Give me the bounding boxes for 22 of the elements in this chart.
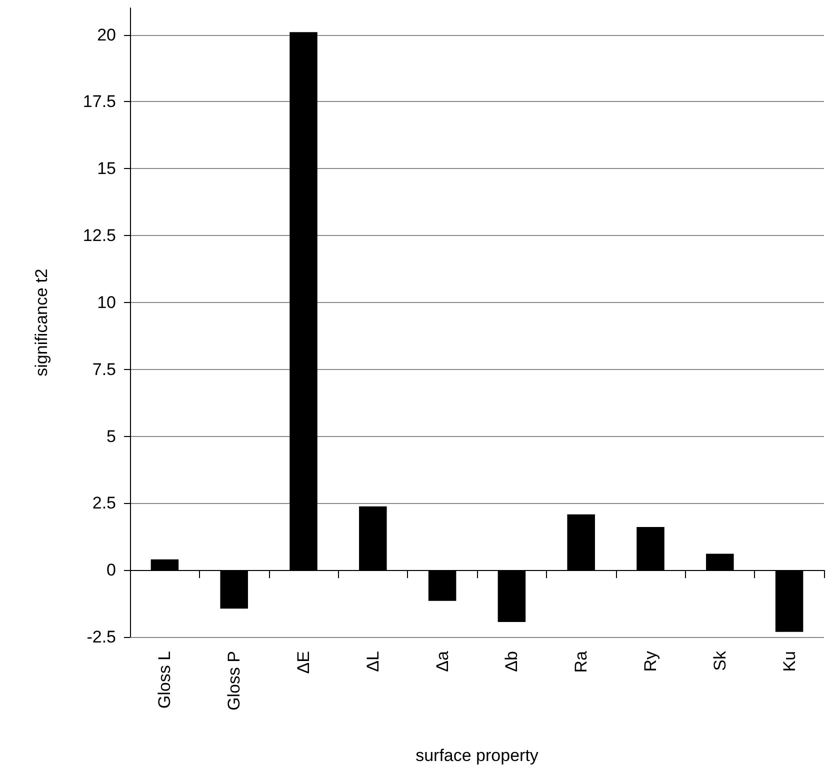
x-tick-label: Ry [641, 650, 660, 672]
y-tick-label: 10 [97, 292, 116, 312]
x-tick-label: Δa [432, 650, 452, 672]
y-tick-label: 20 [97, 25, 116, 44]
x-tick-label: ΔE [294, 651, 313, 674]
y-axis-title: significance t2 [32, 268, 51, 376]
x-tick-label: Δb [502, 651, 522, 672]
x-axis-title: surface property [416, 746, 539, 765]
y-tick-label: 7.5 [92, 360, 116, 379]
y-tick-label: 17.5 [82, 92, 116, 112]
y-tick-label: 2.5 [92, 494, 116, 513]
x-tick-label: Ku [780, 651, 799, 672]
x-tick-label: Sk [710, 650, 730, 671]
y-tick-label: 0 [106, 560, 116, 580]
y-tick-label: 5 [106, 426, 116, 446]
x-tick-label: Gloss P [224, 651, 244, 711]
y-tick-label: 15 [97, 159, 116, 178]
y-tick-label: 12.5 [82, 226, 116, 246]
x-tick-label: ΔL [363, 651, 382, 672]
y-tick-label: -2.5 [86, 628, 116, 646]
x-tick-label: Gloss L [155, 651, 174, 709]
x-tick-label: Ra [572, 650, 591, 673]
